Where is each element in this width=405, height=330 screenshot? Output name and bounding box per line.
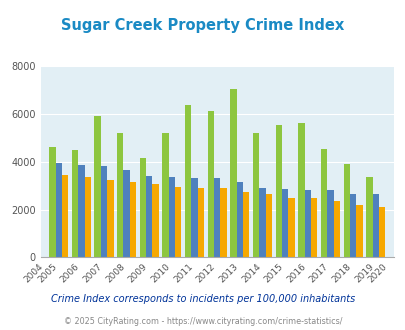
Text: Crime Index corresponds to incidents per 100,000 inhabitants: Crime Index corresponds to incidents per… <box>51 294 354 304</box>
Text: © 2025 CityRating.com - https://www.cityrating.com/crime-statistics/: © 2025 CityRating.com - https://www.city… <box>64 317 341 326</box>
Bar <box>94 116 100 257</box>
Bar <box>252 133 259 257</box>
Bar <box>298 123 304 257</box>
Bar <box>191 179 197 257</box>
Bar <box>62 175 68 257</box>
Bar <box>236 182 243 257</box>
Bar <box>207 112 213 257</box>
Bar <box>349 194 355 257</box>
Bar <box>78 165 84 257</box>
Bar <box>378 207 384 257</box>
Text: Sugar Creek Property Crime Index: Sugar Creek Property Crime Index <box>61 18 344 33</box>
Bar <box>117 133 123 257</box>
Bar <box>326 190 333 257</box>
Bar <box>365 177 372 257</box>
Bar <box>175 187 181 257</box>
Bar <box>213 179 220 257</box>
Bar <box>139 158 146 257</box>
Bar <box>372 194 378 257</box>
Bar <box>333 201 339 257</box>
Bar <box>310 198 316 257</box>
Bar <box>55 163 62 257</box>
Bar <box>49 147 55 257</box>
Bar <box>197 188 204 257</box>
Bar <box>146 176 152 257</box>
Bar <box>130 182 136 257</box>
Bar <box>265 194 271 257</box>
Bar <box>343 164 349 257</box>
Bar <box>275 125 281 257</box>
Bar <box>123 170 130 257</box>
Bar <box>230 89 236 257</box>
Bar <box>288 198 294 257</box>
Bar <box>152 184 158 257</box>
Bar <box>185 106 191 257</box>
Bar <box>320 148 326 257</box>
Bar <box>107 180 113 257</box>
Bar <box>243 192 249 257</box>
Bar <box>220 188 226 257</box>
Bar <box>168 177 175 257</box>
Bar <box>355 205 362 257</box>
Bar <box>259 188 265 257</box>
Bar <box>281 189 288 257</box>
Bar <box>84 177 91 257</box>
Bar <box>100 167 107 257</box>
Bar <box>72 150 78 257</box>
Bar <box>304 190 310 257</box>
Bar <box>162 133 168 257</box>
